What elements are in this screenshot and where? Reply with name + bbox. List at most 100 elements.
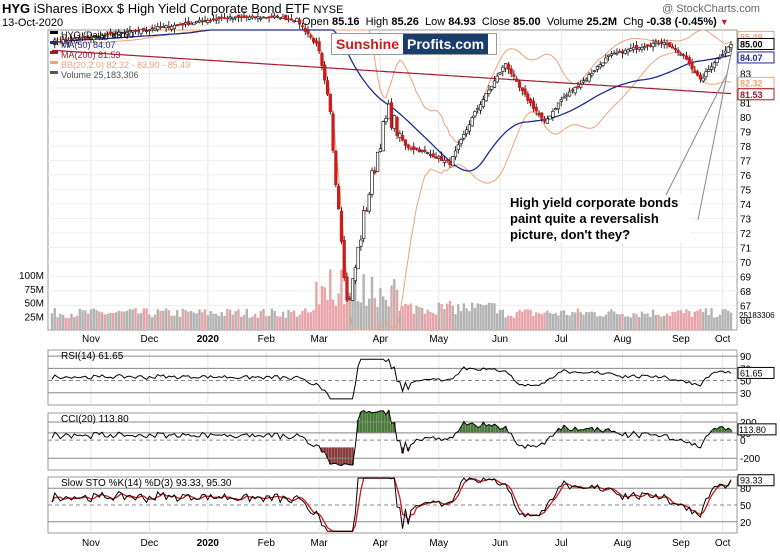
candle-body [690,61,694,70]
y-tick-label: 76 [740,171,752,182]
volume-bar [649,316,652,330]
x-tick-label-bottom: Apr [373,538,389,549]
volume-bar [212,313,215,330]
volume-bar [329,269,332,330]
candle-body [490,85,494,90]
callout-arrow-line-2 [665,73,728,196]
volume-bar [164,308,168,330]
candle-body [687,57,691,64]
volume-bar [523,309,527,330]
volume-bar [615,314,619,330]
x-tick-label-top: Jul [555,334,568,345]
volume-bar [262,309,265,330]
candle-body [562,96,566,99]
y-tick-label: 78 [740,142,752,153]
legend-entry: MA(200) 81.53 [61,50,121,60]
candle-body [300,25,305,28]
volume-bar [120,311,123,330]
candle-body [576,86,580,88]
x-tick-label-bottom: Jul [555,538,568,549]
candle-body [381,121,385,152]
candle-body [350,278,355,301]
volume-bar [565,314,569,330]
volume-bar [443,309,446,330]
chart-date: 13-Oct-2020 [2,17,64,29]
volume-bar [490,302,493,330]
volume-bar [301,310,304,330]
volume-bar [368,298,371,330]
indicator-panel-frame-1 [47,412,738,471]
candle-body [462,134,466,139]
candle-body [167,25,171,28]
candle-body [328,93,332,112]
candle-body [604,57,608,64]
candle-body [264,17,268,19]
cci-legend: CCI(20) 113.80 [61,414,129,425]
volume-bar [103,314,107,330]
candle-body [442,159,446,163]
candle-body [529,98,533,104]
candle-body [78,37,82,40]
candle-body [704,71,708,78]
candle-body [579,83,583,88]
volume-bar [685,309,688,330]
candle-body [273,15,277,19]
y-tick-label: 67 [740,301,752,312]
volume-bar [704,308,708,330]
volume-bar [145,308,148,330]
candle-body [598,64,602,68]
down-triangle-icon: ▼ [719,17,729,27]
volume-bar [270,308,274,330]
volume-bar [607,311,610,330]
exchange: NYSE [313,4,344,16]
volume-bar [676,310,680,330]
volume-bar [306,312,310,330]
volume-bar [526,309,530,330]
volume-bar [635,314,638,330]
candle-body [220,16,224,19]
volume-bar [715,316,719,330]
volume-bar [187,311,190,330]
volume-bar [203,309,207,330]
volume-bar [599,315,602,330]
candle-body [478,104,483,111]
volume-bar [688,311,691,330]
rsi-legend: RSI(14) 61.65 [61,351,124,362]
volume-bar [189,310,193,330]
volume-bar [59,313,62,330]
volume-bar [551,314,555,330]
candle-body [659,41,664,44]
candle-body [314,40,318,44]
candle-body [696,71,700,76]
volume-bar [437,302,441,330]
candle-body [345,276,349,301]
candle-body [281,16,285,19]
volume-bar [323,287,326,330]
x-tick-label-top: Dec [140,334,158,345]
candle-body [670,46,675,49]
volume-bar [278,316,282,330]
volume-bar [125,310,129,330]
volume-bar [70,313,73,330]
volume-bar [624,316,627,330]
candle-body [303,27,307,32]
y-tick-label: 71 [740,243,752,254]
candle-body [498,72,502,75]
volume-bar [209,311,212,330]
candle-body [648,45,652,47]
volume-bar [674,312,677,330]
candle-body [353,267,357,282]
candle-body [375,151,380,172]
volume-bar [535,312,538,330]
y-tick-label: 68 [740,287,752,298]
last-value-label: 85.49 [740,32,763,42]
candle-body [92,36,96,41]
last-value-label: 85.00 [740,39,763,49]
volume-bar [643,313,646,330]
volume-bar [412,313,415,330]
candle-body [414,147,419,150]
candle-body [145,30,149,32]
volume-bar [142,308,146,330]
ticker-symbol: HYG [2,1,31,16]
candle-body [67,40,71,43]
